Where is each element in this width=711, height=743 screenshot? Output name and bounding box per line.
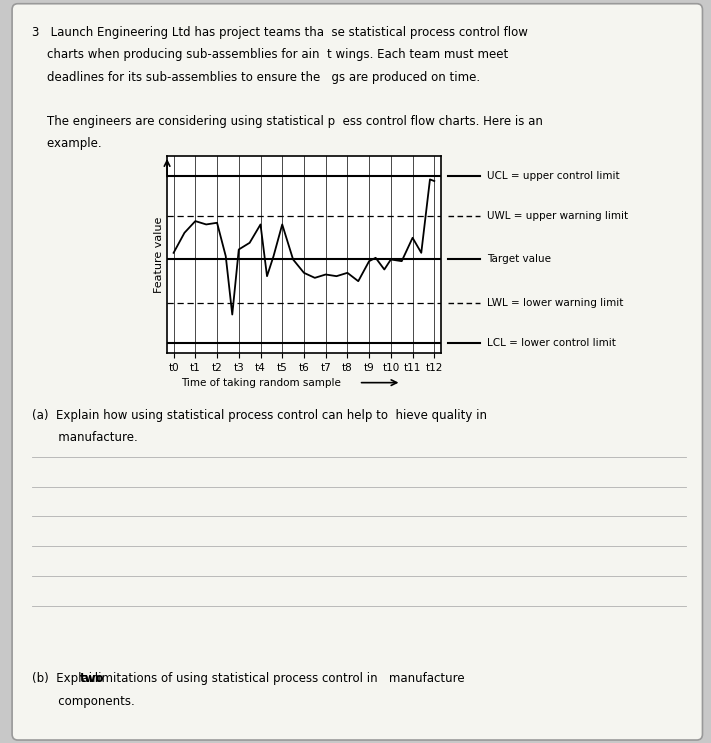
Text: limitations of using statistical process control in   manufacture: limitations of using statistical process…: [91, 672, 465, 685]
Text: Target value: Target value: [487, 255, 551, 265]
Text: example.: example.: [32, 137, 102, 150]
Text: LWL = lower warning limit: LWL = lower warning limit: [487, 298, 624, 308]
Text: components.: components.: [32, 695, 135, 707]
Text: charts when producing sub-assemblies for ain  t wings. Each team must meet: charts when producing sub-assemblies for…: [32, 48, 508, 61]
Text: UCL = upper control limit: UCL = upper control limit: [487, 171, 620, 181]
Text: manufacture.: manufacture.: [32, 431, 138, 444]
Text: LCL = lower control limit: LCL = lower control limit: [487, 338, 616, 348]
Text: deadlines for its sub-assemblies to ensure the   gs are produced on time.: deadlines for its sub-assemblies to ensu…: [32, 71, 480, 83]
Text: (a)  Explain how using statistical process control can help to  hieve quality in: (a) Explain how using statistical proces…: [32, 409, 487, 421]
Text: (b)  Explain: (b) Explain: [32, 672, 103, 685]
Text: two: two: [80, 672, 105, 685]
Text: Time of taking random sample: Time of taking random sample: [181, 377, 341, 388]
FancyBboxPatch shape: [12, 4, 702, 740]
Text: UWL = upper warning limit: UWL = upper warning limit: [487, 211, 628, 221]
Y-axis label: Feature value: Feature value: [154, 216, 164, 293]
Text: The engineers are considering using statistical p  ess control flow charts. Here: The engineers are considering using stat…: [32, 115, 543, 128]
Text: 3   Launch Engineering Ltd has project teams tha  se statistical process control: 3 Launch Engineering Ltd has project tea…: [32, 26, 528, 39]
